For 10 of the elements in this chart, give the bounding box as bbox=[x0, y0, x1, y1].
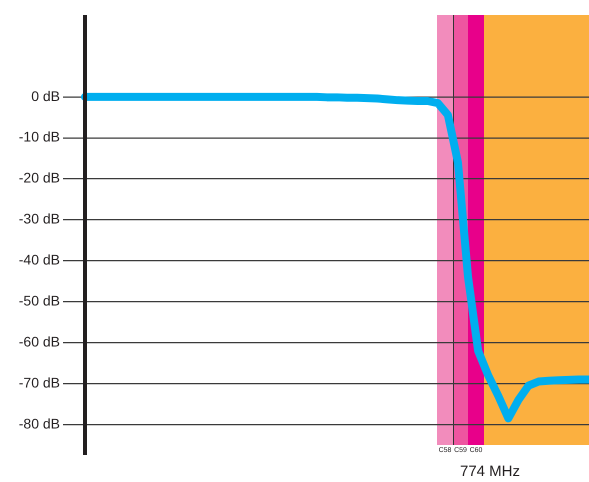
y-tick-label: -20 dB bbox=[18, 170, 60, 186]
y-tick-label: -40 dB bbox=[18, 252, 60, 268]
y-tick-label: -30 dB bbox=[18, 210, 60, 227]
y-tick-label: -60 dB bbox=[18, 333, 60, 350]
y-tick-label: -80 dB bbox=[18, 415, 60, 432]
y-tick-label: 0 dB bbox=[31, 88, 60, 104]
y-tick-label: -50 dB bbox=[18, 292, 60, 309]
y-tick-label: -70 dB bbox=[18, 374, 60, 390]
y-tick-label: -10 dB bbox=[18, 128, 60, 145]
text: 774 MHz bbox=[460, 463, 520, 480]
